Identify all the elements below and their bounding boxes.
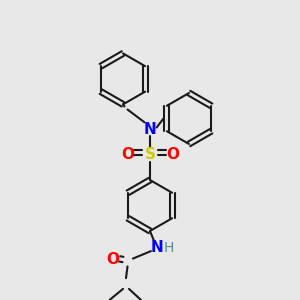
Text: O: O — [106, 252, 120, 267]
Text: O: O — [166, 147, 179, 162]
Text: S: S — [145, 147, 155, 162]
Text: O: O — [121, 147, 134, 162]
Text: N: N — [151, 240, 164, 255]
Text: N: N — [144, 122, 156, 136]
Text: H: H — [164, 241, 174, 254]
